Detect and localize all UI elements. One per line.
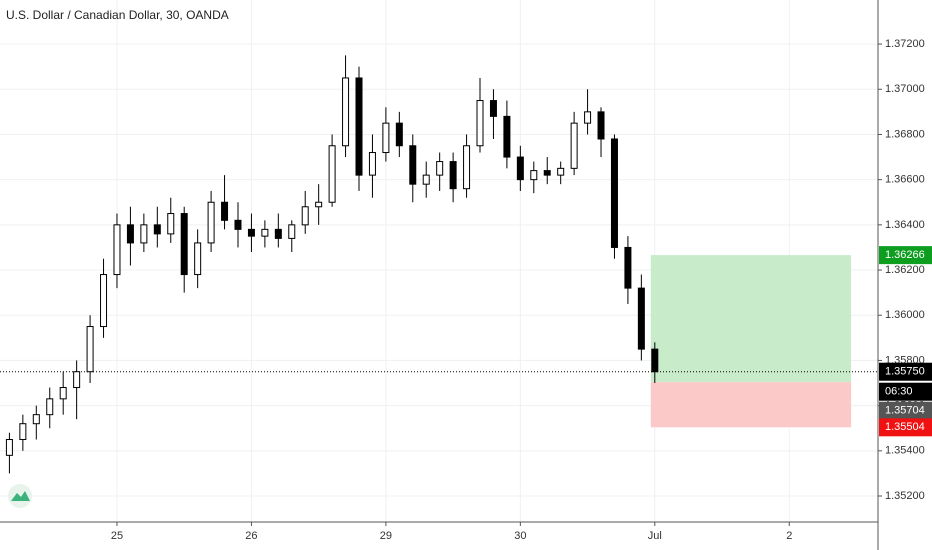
- candle-body: [530, 170, 538, 181]
- y-tick-label: 1.36800: [885, 128, 925, 140]
- y-tick-label: 1.36600: [885, 174, 925, 186]
- candle-body: [73, 371, 81, 389]
- candle-body: [261, 228, 269, 237]
- candle-body: [113, 224, 121, 276]
- candle-body: [409, 145, 417, 185]
- last-price-label-bg: [879, 362, 932, 381]
- stop-price-label-bg: [879, 418, 932, 437]
- candle-body: [180, 213, 188, 276]
- last-price-label: 1.35750: [885, 366, 925, 378]
- candle-body: [301, 206, 309, 226]
- candle-body: [315, 201, 323, 208]
- stop-price-label: 1.35504: [885, 421, 925, 433]
- countdown-label-bg: [879, 382, 932, 401]
- x-tick-label: 29: [380, 530, 392, 542]
- x-tick-label: 25: [111, 530, 123, 542]
- x-tick-label: 30: [514, 530, 526, 542]
- candle-body: [46, 398, 54, 416]
- y-tick-label: 1.37000: [885, 83, 925, 95]
- y-tick-label: 1.37200: [885, 38, 925, 50]
- candle-body: [449, 161, 457, 190]
- candle-body: [126, 224, 134, 244]
- y-tick-label: 1.36400: [885, 219, 925, 231]
- entry-price-label-bg: [879, 401, 932, 420]
- logo[interactable]: [8, 484, 32, 508]
- target-price-label-bg: [879, 246, 932, 265]
- y-tick-label: 1.36000: [885, 309, 925, 321]
- candle-body: [557, 167, 565, 176]
- x-tick-label: 2: [786, 530, 792, 542]
- candle-body: [207, 201, 215, 244]
- candle-body: [610, 138, 618, 248]
- candle-body: [368, 152, 376, 176]
- candle-body: [651, 348, 659, 373]
- candle-body: [247, 228, 255, 237]
- entry-price-label: 1.35704: [885, 405, 925, 417]
- candle-body: [100, 274, 108, 328]
- candle-body: [503, 115, 511, 158]
- chart-title: U.S. Dollar / Canadian Dollar, 30, OANDA: [6, 8, 229, 22]
- candle-body: [274, 228, 282, 239]
- candle-body: [355, 77, 363, 176]
- candle-body: [463, 145, 471, 190]
- candle-body: [140, 224, 148, 244]
- candle-body: [5, 439, 13, 456]
- candle-body: [59, 387, 67, 400]
- target-price-label: 1.36266: [885, 249, 925, 261]
- price-axis: [878, 0, 932, 550]
- candle-body: [288, 224, 296, 239]
- countdown-label: 06:30: [885, 386, 913, 398]
- profit-zone: [650, 255, 852, 383]
- candle-body: [543, 170, 551, 176]
- candle-body: [19, 423, 27, 441]
- candle-body: [489, 100, 497, 117]
- candle-body: [476, 100, 484, 147]
- loss-zone: [650, 382, 852, 428]
- candle-body: [637, 287, 645, 350]
- candle-body: [382, 122, 390, 154]
- candle-body: [570, 122, 578, 169]
- candle-body: [32, 414, 40, 425]
- candle-body: [516, 156, 524, 181]
- candle-body: [395, 122, 403, 147]
- y-tick-label: 1.36200: [885, 264, 925, 276]
- candle-body: [234, 219, 242, 230]
- candle-body: [624, 246, 632, 289]
- candle-body: [153, 224, 161, 235]
- candle-body: [167, 213, 175, 235]
- candle-body: [221, 201, 229, 221]
- candle-body: [86, 326, 94, 373]
- candle-body: [422, 174, 430, 185]
- candle-body: [194, 242, 202, 276]
- candle-body: [597, 111, 605, 140]
- candle-body: [584, 111, 592, 124]
- time-axis: [0, 522, 878, 550]
- candle-body: [436, 161, 444, 176]
- x-tick-label: 26: [245, 530, 257, 542]
- candle-body: [328, 145, 336, 203]
- y-tick-label: 1.35200: [885, 490, 925, 502]
- y-tick-label: 1.35400: [885, 445, 925, 457]
- candle-body: [342, 77, 350, 147]
- x-tick-label: Jul: [648, 530, 662, 542]
